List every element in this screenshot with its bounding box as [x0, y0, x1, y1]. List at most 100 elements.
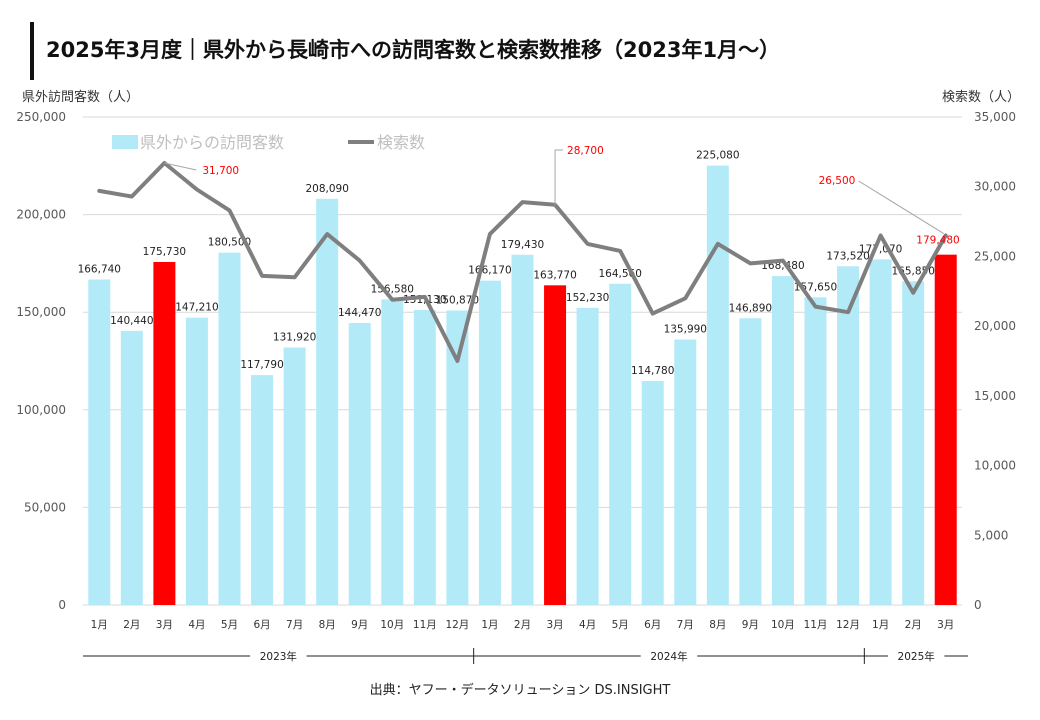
- bar: [869, 259, 892, 605]
- bar: [185, 317, 208, 605]
- bar-value-label-highlight: 179,480: [916, 235, 959, 247]
- left-tick-label: 100,000: [16, 403, 66, 417]
- year-label: 2023年: [260, 650, 297, 663]
- bar-value-label: 166,170: [468, 265, 511, 277]
- bar: [641, 380, 664, 605]
- left-tick-label: 50,000: [24, 500, 66, 514]
- x-tick-label: 10月: [380, 619, 404, 631]
- x-tick-label: 11月: [804, 619, 828, 631]
- search-callout-label: 28,700: [567, 145, 604, 157]
- bar: [316, 198, 339, 605]
- bar: [837, 266, 860, 605]
- bar-value-label: 163,770: [533, 269, 576, 281]
- bar: [706, 165, 729, 605]
- bar: [674, 339, 697, 605]
- bar-value-label: 225,080: [696, 150, 739, 162]
- x-tick-label: 1月: [872, 619, 889, 631]
- x-tick-label: 3月: [546, 619, 563, 631]
- bar: [609, 283, 632, 605]
- bar: [218, 252, 241, 605]
- bar-value-label: 152,230: [566, 292, 609, 304]
- legend-line-label: 検索数: [377, 133, 425, 152]
- bar: [120, 330, 143, 605]
- x-tick-label: 7月: [286, 619, 303, 631]
- bar: [739, 318, 762, 605]
- right-tick-label: 10,000: [974, 459, 1016, 473]
- bar: [902, 281, 925, 605]
- left-axis-title: 県外訪問客数（人）: [22, 90, 140, 105]
- right-tick-label: 0: [974, 598, 982, 612]
- x-tick-label: 7月: [677, 619, 694, 631]
- search-callout-label: 26,500: [819, 175, 856, 187]
- bar-highlight: [153, 261, 176, 605]
- x-tick-label: 4月: [188, 619, 205, 631]
- bar-value-label: 175,730: [143, 246, 186, 258]
- bar-value-label: 114,780: [631, 365, 674, 377]
- x-tick-label: 2月: [514, 619, 531, 631]
- x-tick-label: 8月: [709, 619, 726, 631]
- year-label: 2025年: [898, 650, 935, 663]
- bar: [88, 279, 111, 605]
- left-tick-label: 250,000: [16, 110, 66, 124]
- legend-bar-label: 県外からの訪問客数: [140, 133, 284, 152]
- bar: [478, 280, 501, 605]
- x-tick-label: 12月: [445, 619, 469, 631]
- bar-value-label: 140,440: [110, 315, 153, 327]
- search-callout-label: 31,700: [202, 165, 239, 177]
- bar: [381, 299, 404, 605]
- x-tick-label: 4月: [579, 619, 596, 631]
- bar-value-label: 146,890: [729, 302, 772, 314]
- x-tick-label: 5月: [612, 619, 629, 631]
- bar-value-label: 166,740: [78, 264, 121, 276]
- bar-value-label: 144,470: [338, 307, 381, 319]
- right-tick-label: 20,000: [974, 319, 1016, 333]
- bar: [576, 307, 599, 605]
- callout-leader: [164, 162, 197, 171]
- bar-highlight: [934, 254, 957, 606]
- x-tick-label: 8月: [319, 619, 336, 631]
- right-tick-label: 30,000: [974, 180, 1016, 194]
- x-tick-label: 2月: [123, 619, 140, 631]
- left-tick-label: 150,000: [16, 305, 66, 319]
- x-tick-label: 1月: [481, 619, 498, 631]
- bar-value-label: 208,090: [305, 183, 348, 195]
- x-tick-label: 2月: [905, 619, 922, 631]
- x-tick-label: 3月: [937, 619, 954, 631]
- bar-value-label: 179,430: [501, 239, 544, 251]
- source-note: 出典：ヤフー・データソリューション DS.INSIGHT: [369, 683, 671, 698]
- bar-value-label: 147,210: [175, 302, 218, 314]
- bar-value-label: 131,920: [273, 331, 316, 343]
- right-tick-label: 15,000: [974, 389, 1016, 403]
- search-count-line: [97, 161, 948, 363]
- year-label: 2024年: [650, 650, 687, 663]
- x-tick-label: 1月: [91, 619, 108, 631]
- left-tick-label: 0: [58, 598, 66, 612]
- bar: [771, 276, 794, 605]
- chart-title: 2025年3月度｜県外から長崎市への訪問客数と検索数推移（2023年1月～）: [46, 38, 781, 62]
- x-tick-label: 6月: [644, 619, 661, 631]
- bar-value-label: 150,870: [436, 295, 479, 307]
- x-tick-label: 11月: [413, 619, 437, 631]
- bar-value-label: 177,070: [859, 243, 902, 255]
- x-tick-label: 9月: [351, 619, 368, 631]
- bar: [413, 309, 436, 605]
- right-axis-title: 検索数（人）: [941, 90, 1020, 105]
- right-tick-label: 5,000: [974, 528, 1008, 542]
- bar: [251, 375, 274, 605]
- bar-highlight: [544, 285, 567, 605]
- bar: [804, 297, 827, 605]
- x-tick-label: 9月: [742, 619, 759, 631]
- callout-leader: [554, 149, 564, 205]
- bar-value-label: 117,790: [240, 359, 283, 371]
- title-accent-bar: [30, 22, 34, 80]
- bar-value-label: 180,500: [208, 237, 251, 249]
- x-tick-label: 3月: [156, 619, 173, 631]
- x-tick-label: 6月: [253, 619, 270, 631]
- bar-value-label: 135,990: [664, 324, 707, 336]
- right-tick-label: 35,000: [974, 110, 1016, 124]
- x-tick-label: 12月: [836, 619, 860, 631]
- left-tick-label: 200,000: [16, 208, 66, 222]
- bar: [348, 322, 371, 605]
- legend-bar-swatch: [112, 135, 138, 149]
